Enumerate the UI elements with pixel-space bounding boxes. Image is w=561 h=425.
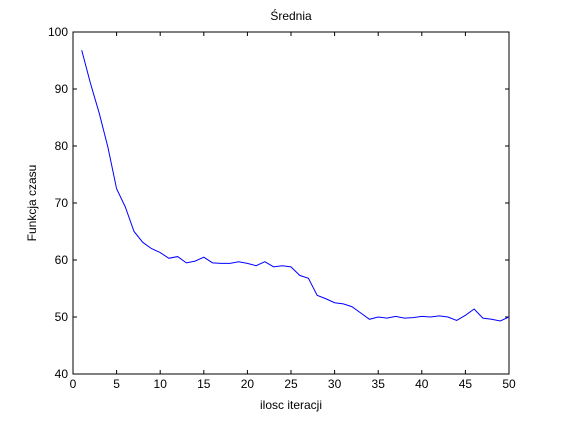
y-tick-label: 70 xyxy=(55,196,69,210)
chart-title: Średnia xyxy=(270,8,312,23)
x-tick-label: 40 xyxy=(415,377,429,391)
y-tick-label: 60 xyxy=(55,253,69,267)
x-tick-label: 5 xyxy=(113,377,120,391)
x-tick-label: 30 xyxy=(328,377,342,391)
y-axis-label: Funkcja czasu xyxy=(25,165,39,242)
y-tick-label: 90 xyxy=(55,82,69,96)
y-tick-label: 80 xyxy=(55,139,69,153)
x-tick-label: 50 xyxy=(502,377,516,391)
x-tick-label: 20 xyxy=(241,377,255,391)
x-tick-label: 45 xyxy=(459,377,473,391)
series-line xyxy=(81,50,510,322)
y-tick-label: 100 xyxy=(48,25,68,39)
axis-ticks xyxy=(72,31,510,375)
plot-area xyxy=(72,31,510,375)
y-tick-label: 40 xyxy=(55,367,69,381)
x-tick-label: 10 xyxy=(154,377,168,391)
x-tick-label: 25 xyxy=(284,377,298,391)
x-tick-label: 15 xyxy=(197,377,211,391)
x-tick-label: 0 xyxy=(70,377,77,391)
x-tick-label: 35 xyxy=(372,377,386,391)
axis-tick-labels: 0 5 10 15 20 25 30 35 40 45 50 40 50 60 70 80 90 100 xyxy=(48,25,516,391)
x-axis-label: ilosc iteracji xyxy=(260,398,322,412)
y-tick-label: 50 xyxy=(55,310,69,324)
